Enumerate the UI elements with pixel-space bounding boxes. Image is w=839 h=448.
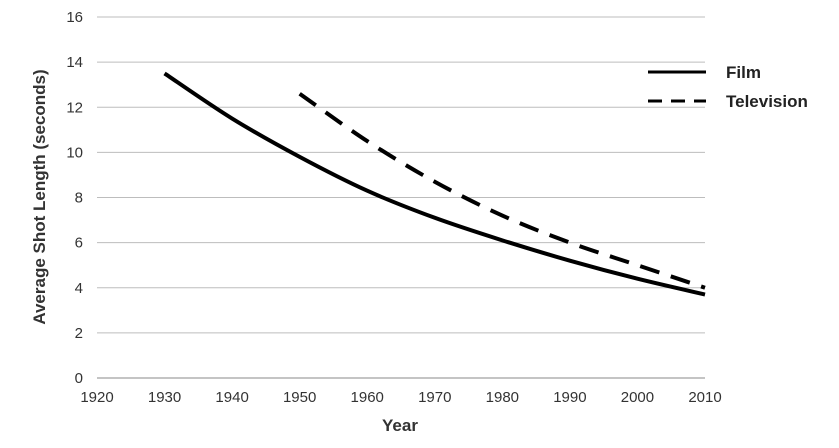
legend: Film Television — [648, 63, 808, 111]
x-axis-title: Year — [382, 416, 418, 435]
x-tick-label: 1990 — [553, 389, 586, 406]
x-tick-labels: 1920 1930 1940 1950 1960 1970 1980 1990 2000 2010 — [80, 389, 721, 406]
x-tick-label: 1920 — [80, 389, 113, 406]
x-tick-label: 1960 — [351, 389, 384, 406]
series-lines — [163, 71, 706, 297]
y-tick-label: 8 — [75, 190, 83, 207]
y-tick-label: 16 — [66, 9, 83, 26]
x-tick-label: 2010 — [688, 389, 721, 406]
legend-item-film: Film — [648, 63, 761, 82]
x-tick-label: 1930 — [148, 389, 181, 406]
y-tick-label: 10 — [66, 144, 83, 161]
x-tick-label: 1950 — [283, 389, 316, 406]
y-tick-label: 4 — [75, 280, 83, 297]
gridlines — [97, 16, 705, 379]
legend-item-television: Television — [648, 92, 808, 111]
legend-label-television: Television — [726, 92, 808, 111]
y-axis-title: Average Shot Length (seconds) — [30, 69, 49, 324]
y-tick-label: 0 — [75, 370, 83, 387]
y-tick-labels: 0 2 4 6 8 10 12 14 16 — [66, 9, 83, 387]
y-tick-label: 2 — [75, 325, 83, 342]
y-tick-label: 6 — [75, 235, 83, 252]
y-tick-label: 14 — [66, 54, 83, 71]
series-line-film — [163, 71, 706, 297]
x-tick-label: 1980 — [486, 389, 519, 406]
x-tick-label: 1940 — [215, 389, 248, 406]
series-line-television — [298, 92, 706, 290]
legend-label-film: Film — [726, 63, 761, 82]
y-tick-label: 12 — [66, 99, 83, 116]
x-tick-label: 2000 — [621, 389, 654, 406]
x-tick-label: 1970 — [418, 389, 451, 406]
